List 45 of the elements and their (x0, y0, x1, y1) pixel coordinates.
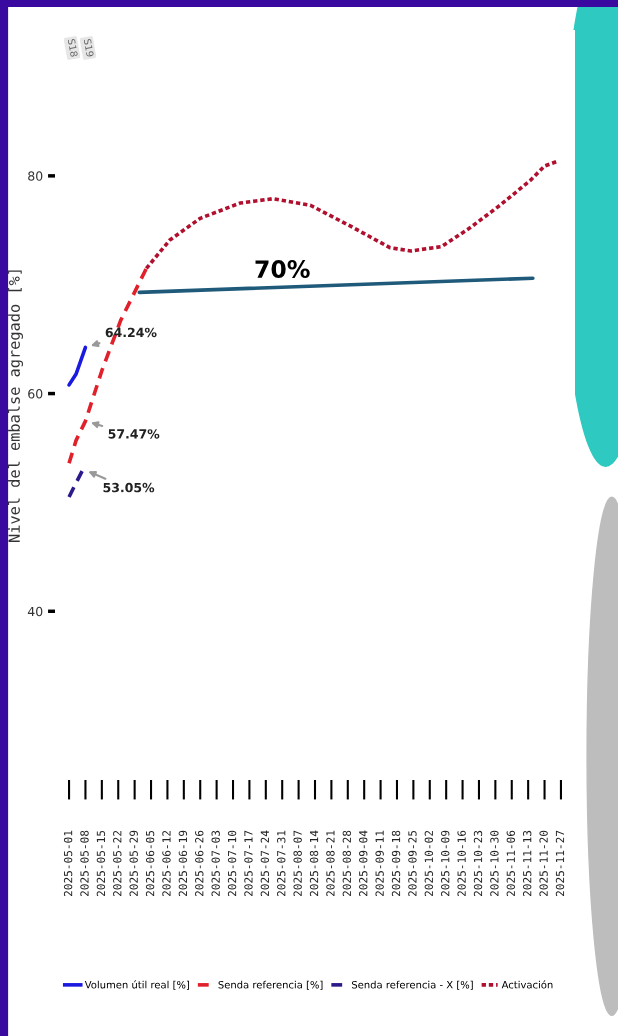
x-tick-label: 2025-08-28 (342, 830, 352, 897)
x-tick-label: 2025-06-26 (195, 830, 204, 897)
annotation: 64.24% (105, 327, 157, 338)
x-tick-label: 2025-11-06 (506, 830, 516, 897)
annotation: 53.05% (103, 482, 155, 493)
x-tick-label: 2025-07-31 (277, 830, 286, 897)
x-tick-label: 2025-05-29 (129, 830, 138, 897)
x-tick-label: 2025-09-18 (391, 830, 401, 897)
y-tick-label: 60 (28, 389, 43, 399)
x-tick-label: 2025-10-30 (490, 830, 499, 897)
y-tick-label: 80 (28, 171, 43, 181)
annotation: 57.47% (108, 429, 160, 439)
x-tick-label: 2025-06-19 (178, 830, 188, 897)
legend-label: Activación (501, 980, 553, 989)
x-tick-label: 2025-07-17 (244, 830, 253, 897)
legend-label: Senda referencia - X [%] (352, 980, 473, 990)
x-tick-label: 2025-05-15 (96, 830, 106, 897)
x-tick-label: 2025-07-24 (260, 830, 270, 897)
x-tick-label: 2025-08-07 (293, 830, 302, 897)
x-tick-label: 2025-07-03 (211, 830, 220, 897)
x-tick-label: 2025-05-08 (80, 830, 89, 897)
x-tick-label: 2025-07-10 (227, 830, 237, 897)
legend-label: Volumen útil real [%] (84, 980, 190, 990)
x-tick-label: 2025-11-13 (523, 830, 532, 897)
x-tick-label: 2025-11-20 (539, 830, 548, 897)
x-tick-label: 2025-06-12 (162, 830, 171, 897)
legend-label: Senda referencia [%] (218, 980, 323, 990)
x-tick-label: 2025-05-01 (63, 830, 73, 897)
x-tick-label: 2025-05-22 (113, 830, 122, 897)
x-tick-label: 2025-08-14 (309, 830, 319, 897)
x-tick-label: 2025-08-21 (326, 830, 335, 897)
x-tick-label: 2025-06-05 (145, 830, 155, 897)
x-tick-label: 2025-09-04 (359, 830, 368, 897)
x-tick-label: 2025-10-23 (473, 830, 483, 897)
x-tick-label: 2025-10-09 (441, 830, 450, 897)
y-axis-title: Nivel del embalse agregado [%] (8, 270, 23, 542)
x-tick-label: 2025-10-16 (457, 830, 466, 897)
annotation: S19 (83, 38, 94, 57)
x-tick-label: 2025-09-11 (375, 830, 384, 897)
x-tick-label: 2025-11-27 (555, 830, 565, 897)
annotation: 70% (255, 260, 310, 278)
x-tick-label: 2025-10-02 (424, 830, 434, 897)
y-tick-label: 40 (27, 606, 43, 617)
annotation: S18 (67, 38, 78, 57)
x-tick-label: 2025-09-25 (408, 830, 417, 897)
